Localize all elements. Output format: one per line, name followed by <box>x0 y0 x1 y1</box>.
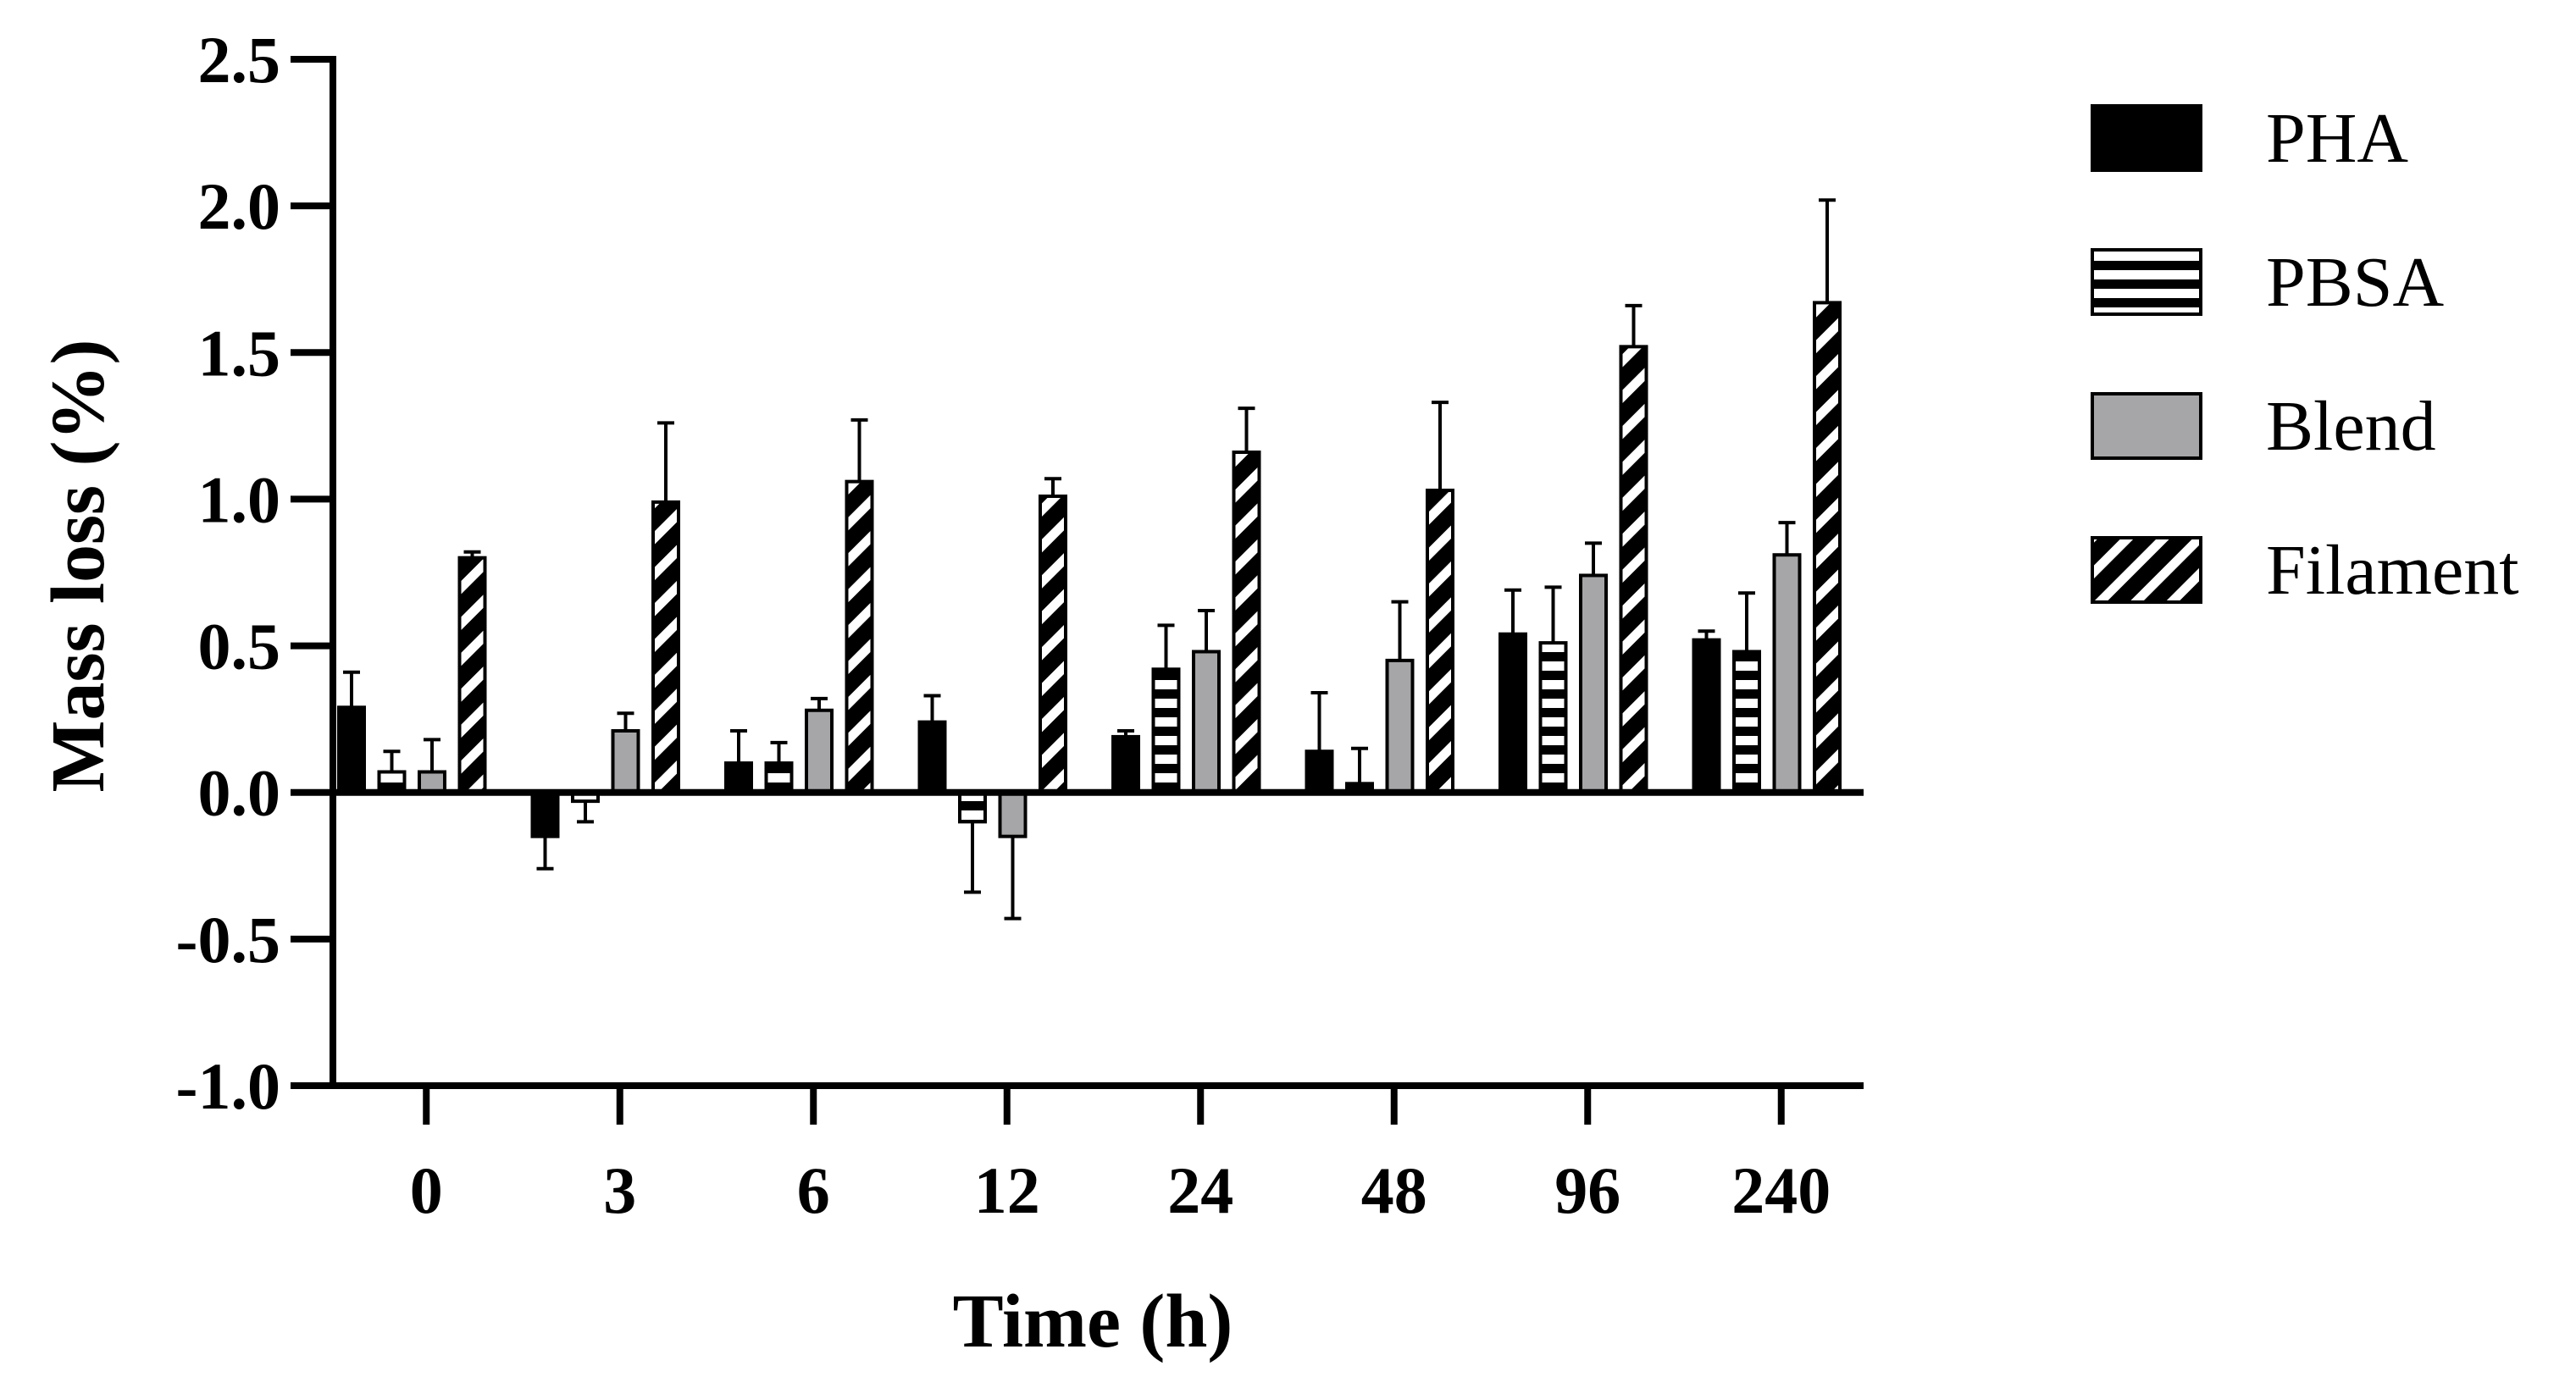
bar-filament-96 <box>1619 345 1648 794</box>
bar-filament-240 <box>1813 301 1842 794</box>
legend-label-blend: Blend <box>2266 387 2436 466</box>
y-tick-label: 2.5 <box>198 23 281 97</box>
y-tick-label: -1.0 <box>176 1049 280 1123</box>
bar-filament-24 <box>1232 451 1261 794</box>
x-tick-label: 6 <box>797 1153 830 1227</box>
legend-swatch-blend <box>2091 392 2202 460</box>
legend-label-pha: PHA <box>2266 99 2408 178</box>
x-tick-label: 48 <box>1361 1153 1427 1227</box>
bars <box>337 198 1842 921</box>
y-tick-label: 1.5 <box>198 316 281 390</box>
bar-pbsa-12 <box>958 790 987 824</box>
legend: PHA PBSA Blend Filament <box>2091 99 2519 610</box>
bar-pha-0 <box>337 705 366 794</box>
bar-filament-12 <box>1039 494 1067 794</box>
y-tick-label: 1.0 <box>198 462 281 536</box>
bar-pbsa-24 <box>1151 667 1181 794</box>
bar-blend-6 <box>805 708 834 794</box>
x-tick-label: 240 <box>1731 1153 1831 1227</box>
x-tick-label: 12 <box>974 1153 1040 1227</box>
legend-label-filament: Filament <box>2266 531 2519 610</box>
bar-pbsa-240 <box>1732 650 1761 794</box>
y-axis-ticks: -1.0 -0.5 0.0 0.5 1.0 1.5 2.0 2.5 <box>176 23 333 1123</box>
y-tick-label: 0.0 <box>198 756 281 830</box>
y-tick-label: 2.0 <box>198 169 281 243</box>
legend-swatch-pbsa <box>2091 248 2202 316</box>
y-axis-title: Mass loss (%) <box>36 340 120 793</box>
bar-filament-0 <box>457 556 487 794</box>
x-tick-label: 3 <box>603 1153 636 1227</box>
y-tick-label: -0.5 <box>176 903 280 976</box>
bar-pbsa-6 <box>764 761 794 794</box>
x-axis-ticks: 0 3 6 12 24 48 96 240 <box>410 1086 1831 1227</box>
x-tick-label: 96 <box>1554 1153 1620 1227</box>
x-tick-label: 0 <box>410 1153 443 1227</box>
bar-pha-12 <box>917 720 947 794</box>
bar-blend-12 <box>998 790 1028 838</box>
bar-pha-240 <box>1692 638 1721 794</box>
bar-pha-48 <box>1305 749 1334 794</box>
x-axis-title: Time (h) <box>953 1280 1233 1363</box>
legend-label-pbsa: PBSA <box>2266 243 2444 322</box>
bar-blend-96 <box>1579 573 1608 794</box>
x-tick-label: 24 <box>1167 1153 1233 1227</box>
bar-blend-48 <box>1385 658 1415 794</box>
legend-swatch-filament <box>2091 536 2202 604</box>
bar-pha-96 <box>1499 632 1527 794</box>
bar-pha-3 <box>530 790 560 838</box>
bar-pha-24 <box>1111 734 1140 794</box>
bar-filament-3 <box>651 500 680 794</box>
bar-blend-24 <box>1192 650 1221 794</box>
bar-filament-48 <box>1426 489 1454 794</box>
y-tick-label: 0.5 <box>198 610 281 683</box>
bar-pbsa-96 <box>1538 641 1568 794</box>
bar-blend-240 <box>1772 553 1802 794</box>
bar-pha-6 <box>724 761 753 794</box>
bar-blend-3 <box>611 728 640 794</box>
legend-swatch-pha <box>2091 104 2202 172</box>
bar-filament-6 <box>845 479 874 794</box>
